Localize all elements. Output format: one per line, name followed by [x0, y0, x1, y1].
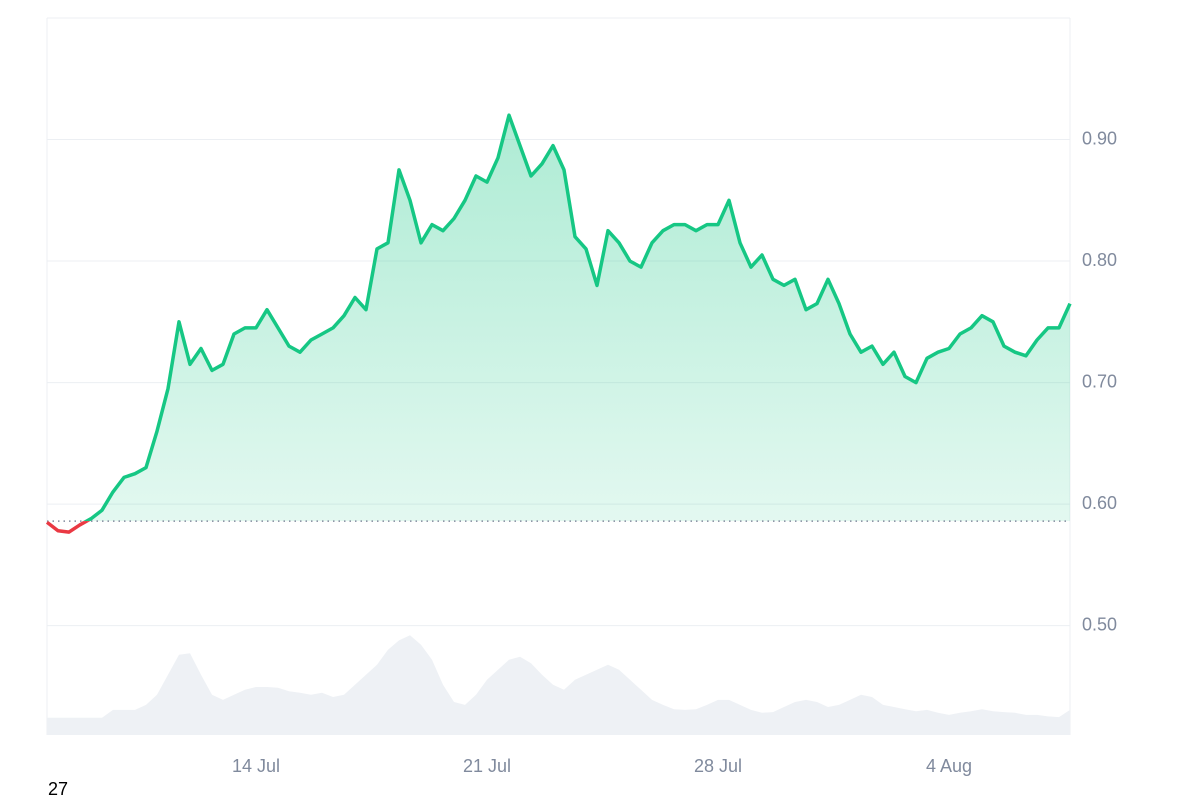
x-tick-label: 14 Jul [232, 756, 280, 776]
y-tick-label: 0.60 [1082, 493, 1117, 513]
price-line [47, 113, 1072, 522]
y-tick-label: 0.90 [1082, 128, 1117, 148]
y-tick-label: 0.80 [1082, 250, 1117, 270]
x-tick-label: 28 Jul [694, 756, 742, 776]
y-tick-label: 0.50 [1082, 614, 1117, 634]
price-area [86, 115, 1070, 522]
volume-area [47, 635, 1070, 735]
x-tick-label: 21 Jul [463, 756, 511, 776]
y-tick-label: 0.70 [1082, 371, 1117, 391]
x-tick-label: 4 Aug [926, 756, 972, 776]
corner-label: 27 [48, 779, 68, 799]
